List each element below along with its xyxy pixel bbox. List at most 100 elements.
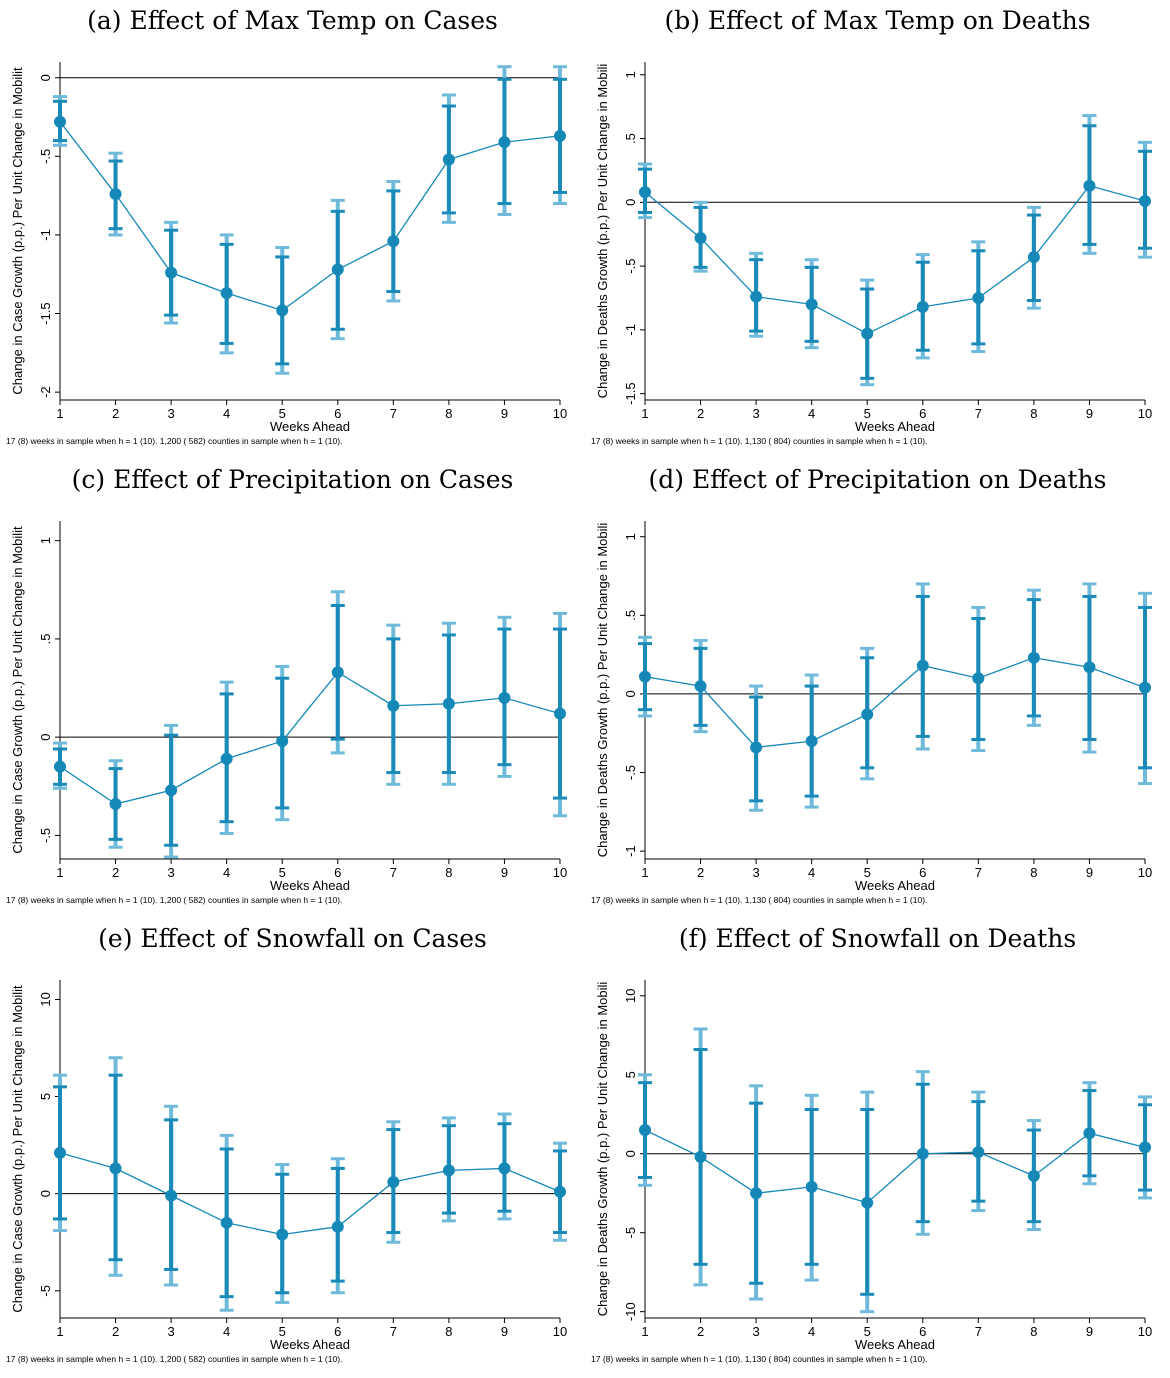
y-tick-label: 5 [38,1093,53,1100]
sample-note: 17 (8) weeks in sample when h = 1 (10). … [6,1354,342,1364]
x-tick-label: 9 [501,1324,508,1339]
x-tick-label: 7 [390,1324,397,1339]
estimate-point [861,708,874,721]
y-tick-label: 1 [38,537,53,544]
x-tick-label: 1 [641,1324,648,1339]
estimate-point [220,752,233,765]
y-tick-label: -10 [623,1302,638,1321]
estimate-point [1027,1169,1040,1182]
estimate-point [276,304,289,317]
x-tick-label: 7 [975,406,982,421]
estimate-point [442,1164,455,1177]
x-tick-label: 4 [223,406,230,421]
x-tick-label: 3 [752,406,759,421]
estimate-point [498,691,511,704]
y-tick-label: -5 [623,1227,638,1239]
x-axis-label: Weeks Ahead [270,878,350,893]
panel-snowfall-cases: (e) Effect of Snowfall on Cases 10 5 0 -5 1 2… [0,918,585,1377]
estimate-point [387,235,400,248]
x-tick-label: 1 [641,865,648,880]
estimate-point [639,1124,651,1137]
estimate-point [554,1185,566,1198]
sample-note: 17 (8) weeks in sample when h = 1 (10). … [591,436,927,446]
sample-note: 17 (8) weeks in sample when h = 1 (10). … [6,436,342,446]
x-tick-label: 3 [167,865,174,880]
estimate-point [109,797,122,810]
x-tick-label: 2 [697,406,704,421]
x-tick-label: 5 [279,406,286,421]
estimate-point [805,1180,818,1193]
y-tick-label: 0 [623,1150,638,1157]
estimate-point [805,298,818,311]
x-tick-label: 3 [752,1324,759,1339]
x-tick-label: 9 [1086,406,1093,421]
x-tick-label: 10 [1138,1324,1152,1339]
estimate-point [1139,195,1151,208]
chart-svg: 10 5 0 -5 -101 2 3 4 5 6 7 8 9 10 Weeks Ahead Change in… [591,980,1152,1364]
x-tick-label: 6 [919,406,926,421]
y-tick-label: 0 [623,199,638,206]
y-axis-label: Change in Deaths Growth (p.p.) Per Unit … [595,64,610,399]
estimate-point [442,153,455,166]
estimate-point [972,1146,985,1159]
estimate-point [1083,1127,1096,1140]
sample-note: 17 (8) weeks in sample when h = 1 (10). … [591,1354,927,1364]
y-tick-label: -1.5 [623,382,638,404]
estimate-point [1139,1141,1151,1154]
x-tick-label: 9 [1086,865,1093,880]
estimate-point [750,741,763,754]
estimate-point [165,784,178,797]
x-tick-label: 5 [279,865,286,880]
y-tick-label: 10 [38,992,53,1006]
estimate-point [165,266,178,279]
y-tick-label: -.5 [38,149,53,164]
estimate-line [59,671,561,805]
estimate-point [1027,251,1040,264]
x-tick-label: 10 [553,1324,567,1339]
estimate-point [331,666,344,679]
x-tick-label: 7 [390,865,397,880]
panel-max-temp-deaths: (b) Effect of Max Temp on Deaths 1 .5 0 -.5… [585,0,1170,459]
estimate-point [639,670,651,683]
estimate-point [639,186,651,199]
x-tick-label: 2 [112,406,119,421]
y-tick-label: -.5 [38,828,53,843]
estimate-line [644,657,1146,749]
x-tick-label: 2 [112,1324,119,1339]
x-tick-label: 3 [167,1324,174,1339]
y-tick-label: -1 [623,845,638,857]
x-tick-label: 1 [641,406,648,421]
x-tick-label: 1 [56,406,63,421]
x-tick-label: 2 [697,1324,704,1339]
estimate-line [644,1129,1146,1204]
x-tick-label: 10 [1138,406,1152,421]
estimate-point [54,1146,66,1159]
estimate-point [554,707,566,720]
y-tick-label: 5 [623,1071,638,1078]
estimate-point [972,291,985,304]
chart-svg: 1 .5 0 -.5 1 2 3 4 5 6 7 8 9 10 Weeks Ahead Change in C… [6,521,567,905]
panel-title: (d) Effect of Precipitation on Deaths [648,465,1107,494]
y-tick-label: 0 [38,1190,53,1197]
panel-max-temp-cases: (a) Effect of Max Temp on Cases 0 -.5 -1 -1… [0,0,585,459]
x-tick-label: 2 [112,865,119,880]
estimate-point [750,1187,763,1200]
estimate-point [54,760,66,773]
x-tick-label: 9 [501,865,508,880]
estimate-point [916,659,929,672]
estimate-point [276,735,289,748]
y-tick-label: -2 [38,386,53,398]
estimate-point [54,115,66,128]
x-tick-label: 8 [1030,865,1037,880]
estimate-point [109,1162,122,1175]
estimate-point [694,1150,707,1163]
estimate-point [916,1147,929,1160]
estimate-point [276,1228,289,1241]
estimate-point [1027,651,1040,664]
x-tick-label: 1 [56,1324,63,1339]
x-tick-label: 1 [56,865,63,880]
estimate-point [554,129,566,142]
chart-svg: 10 5 0 -5 1 2 3 4 5 6 7 8 9 10 Weeks Ahead Change in Ca… [6,980,567,1364]
estimate-line [644,184,1146,335]
